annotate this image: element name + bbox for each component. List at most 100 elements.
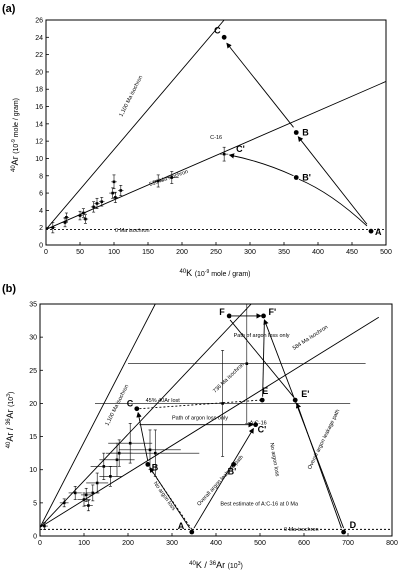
point-label: B bbox=[152, 462, 159, 472]
labeled-point bbox=[293, 130, 299, 135]
y-tick-label: 15 bbox=[29, 434, 37, 441]
x-tick-label: 500 bbox=[380, 249, 392, 256]
point-label: B' bbox=[302, 173, 311, 183]
data-point bbox=[95, 481, 99, 485]
isochron-label: 0 Ma isochron bbox=[115, 228, 150, 234]
data-point bbox=[73, 491, 77, 495]
data-point bbox=[112, 180, 116, 184]
x-tick-label: 200 bbox=[176, 249, 188, 256]
isochron-line bbox=[46, 20, 225, 230]
panel-a-chart: 0 50 100 150 200 250 300 350 400 450 5000246810121… bbox=[35, 18, 392, 257]
x-tick-label: 250 bbox=[210, 249, 222, 256]
panel-a-xlabel: 40K (10-9 mole / gram) bbox=[179, 268, 250, 278]
data-point bbox=[51, 226, 55, 229]
data-point bbox=[170, 176, 174, 179]
y-tick-label: 12 bbox=[35, 139, 43, 146]
x-tick-label: 100 bbox=[78, 540, 90, 547]
y-tick-label: 5 bbox=[33, 500, 37, 507]
path-arrow bbox=[136, 411, 149, 462]
isochron-line bbox=[40, 304, 156, 528]
y-tick-label: 18 bbox=[35, 87, 43, 94]
annotation-no-argon-loss-d: No argon loss bbox=[268, 443, 280, 478]
point-label: A bbox=[178, 521, 185, 531]
y-tick-label: 0 bbox=[39, 243, 43, 250]
y-tick-label: 22 bbox=[35, 52, 43, 59]
point-label: A bbox=[375, 227, 382, 237]
data-point bbox=[114, 196, 117, 199]
data-point bbox=[115, 458, 119, 462]
x-tick-label: 700 bbox=[342, 540, 354, 547]
data-point bbox=[221, 402, 224, 405]
path-line bbox=[229, 319, 294, 398]
data-point bbox=[82, 498, 86, 501]
x-tick-label: 600 bbox=[298, 540, 310, 547]
x-tick-label: 0 bbox=[38, 540, 42, 547]
point-label: E' bbox=[301, 389, 309, 399]
data-point bbox=[100, 200, 104, 204]
data-point bbox=[82, 211, 85, 215]
panel-b-xlabel: 40K / 36Ar (103) bbox=[189, 560, 243, 570]
data-point bbox=[91, 491, 95, 495]
annotation-overall-leakage-a: Overall argon leakage path bbox=[196, 454, 245, 507]
y-tick-label: 20 bbox=[35, 69, 43, 76]
path-line bbox=[262, 319, 265, 397]
labeled-point bbox=[221, 34, 227, 40]
point-label: A:C-16 bbox=[250, 421, 267, 427]
y-tick-label: 0 bbox=[33, 534, 37, 541]
x-tick-label: 400 bbox=[210, 540, 222, 547]
data-point bbox=[148, 448, 152, 452]
labeled-point bbox=[293, 175, 299, 180]
y-tick-label: 4 bbox=[39, 208, 43, 215]
annotation-overall-leakage-d: Overall argon leakage path bbox=[307, 409, 341, 471]
y-tick-label: 26 bbox=[35, 18, 43, 25]
svg-text:40Ar / 36Ar (103): 40Ar / 36Ar (103) bbox=[5, 392, 15, 449]
path-arrow bbox=[226, 42, 294, 128]
x-tick-label: 200 bbox=[122, 540, 134, 547]
x-tick-label: 500 bbox=[254, 540, 266, 547]
path-arrow bbox=[297, 136, 368, 225]
point-label: C-16 bbox=[210, 135, 222, 141]
panel-b-label: (b) bbox=[2, 283, 16, 295]
point-label: C bbox=[214, 25, 221, 35]
data-point bbox=[222, 152, 226, 156]
panel-b-ylabel: 40Ar / 36Ar (103) bbox=[5, 392, 15, 449]
y-tick-label: 10 bbox=[35, 156, 43, 163]
data-point bbox=[109, 475, 112, 478]
y-tick-label: 16 bbox=[35, 104, 43, 111]
x-tick-label: 100 bbox=[108, 249, 120, 256]
data-point bbox=[92, 205, 95, 209]
data-point bbox=[65, 216, 68, 219]
data-point bbox=[102, 465, 106, 468]
data-point bbox=[84, 217, 87, 221]
data-point bbox=[78, 214, 82, 217]
data-point bbox=[95, 202, 99, 205]
labeled-point bbox=[134, 406, 140, 412]
isochron-label: 584 Ma isochron bbox=[292, 324, 329, 351]
dashed-line bbox=[149, 468, 193, 530]
labeled-point bbox=[145, 462, 151, 467]
point-label: F' bbox=[269, 307, 277, 317]
point-label: B bbox=[302, 128, 309, 138]
annotation-path-argon-loss-f: Path of argon loss only bbox=[234, 333, 290, 339]
data-point bbox=[63, 221, 67, 224]
dotted-line bbox=[139, 399, 261, 410]
y-tick-label: 10 bbox=[29, 467, 37, 474]
y-tick-label: 24 bbox=[35, 35, 43, 42]
y-tick-label: 25 bbox=[29, 368, 37, 375]
data-point bbox=[43, 524, 46, 528]
panel-b-chart: 0 100 200 300 400 500 600 700 800051015202530351… bbox=[29, 302, 398, 548]
annotation-best-estimate: Best estimate of A:C-16 at 0 Ma bbox=[220, 502, 299, 508]
y-tick-label: 8 bbox=[39, 173, 43, 180]
labeled-point bbox=[259, 397, 265, 403]
labeled-point bbox=[368, 228, 374, 234]
data-point bbox=[153, 451, 157, 455]
data-point bbox=[245, 362, 249, 365]
x-tick-label: 150 bbox=[142, 249, 154, 256]
labeled-point bbox=[253, 422, 258, 428]
x-tick-label: 300 bbox=[166, 540, 178, 547]
y-tick-label: 6 bbox=[39, 191, 43, 198]
isochron-label: 0 Ma isochron bbox=[284, 527, 319, 533]
data-point bbox=[119, 189, 123, 192]
path-arrow bbox=[149, 466, 190, 529]
